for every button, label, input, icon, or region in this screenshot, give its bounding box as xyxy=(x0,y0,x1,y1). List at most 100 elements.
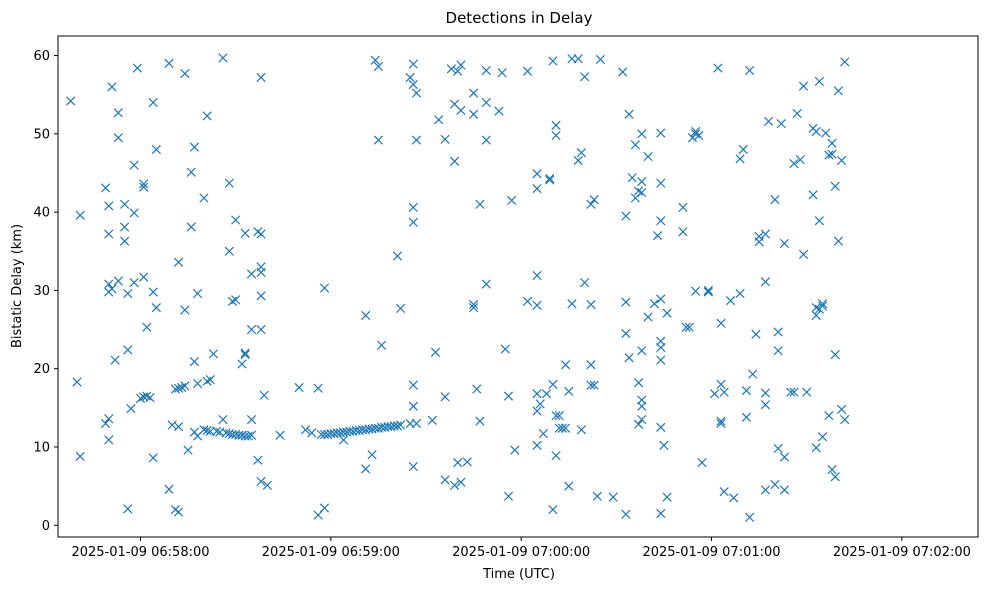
data-point xyxy=(449,156,460,166)
data-point xyxy=(656,355,666,365)
data-point xyxy=(656,294,666,304)
x-tick-label: 2025-01-09 06:59:00 xyxy=(262,545,400,560)
data-point xyxy=(294,382,304,393)
data-point xyxy=(716,416,726,426)
data-point xyxy=(405,72,415,83)
data-point xyxy=(262,480,273,490)
data-point xyxy=(186,167,196,177)
data-point xyxy=(776,119,786,129)
data-point xyxy=(129,208,139,218)
data-point xyxy=(456,477,466,487)
data-point xyxy=(392,421,403,431)
data-point xyxy=(637,129,647,139)
data-point xyxy=(532,184,542,194)
data-point xyxy=(811,310,821,321)
data-point xyxy=(227,296,238,306)
y-tick-label: 20 xyxy=(33,362,50,377)
data-point xyxy=(586,299,596,310)
data-point xyxy=(684,322,694,332)
data-point xyxy=(475,199,485,209)
data-point xyxy=(376,340,387,350)
data-point xyxy=(367,450,377,460)
data-point xyxy=(637,187,647,198)
data-point xyxy=(186,222,196,232)
data-point xyxy=(621,509,631,519)
data-point xyxy=(719,486,729,497)
data-point xyxy=(716,379,726,389)
data-point xyxy=(427,415,437,425)
data-point xyxy=(656,216,666,226)
data-point xyxy=(551,411,561,421)
data-point xyxy=(633,378,644,388)
data-point xyxy=(522,296,533,306)
data-point xyxy=(494,106,504,116)
data-point xyxy=(637,176,647,187)
data-point xyxy=(770,194,780,205)
data-point xyxy=(719,387,729,397)
data-point xyxy=(373,61,384,72)
data-point xyxy=(256,324,266,335)
data-point xyxy=(408,79,418,90)
data-point xyxy=(662,492,672,502)
data-point xyxy=(173,421,184,432)
data-point xyxy=(430,347,441,357)
data-point xyxy=(637,414,647,425)
data-point xyxy=(231,215,241,225)
data-point xyxy=(211,426,222,436)
data-point xyxy=(408,380,418,390)
x-axis-label: Time (UTC) xyxy=(482,567,555,582)
data-point xyxy=(545,175,555,185)
data-point xyxy=(840,414,850,425)
data-point xyxy=(576,148,587,158)
data-point xyxy=(694,130,704,141)
data-point xyxy=(554,411,564,421)
data-point xyxy=(678,202,688,213)
data-point xyxy=(361,464,371,474)
data-point xyxy=(231,295,241,305)
data-point xyxy=(795,155,805,165)
data-point xyxy=(503,391,514,401)
data-point xyxy=(449,480,460,490)
data-point xyxy=(827,465,837,475)
data-point xyxy=(633,419,644,429)
data-point xyxy=(202,111,212,121)
data-point xyxy=(503,491,514,501)
plot-marks xyxy=(66,53,850,523)
data-point xyxy=(713,63,723,73)
data-point xyxy=(532,389,542,399)
data-point xyxy=(779,452,790,462)
data-point xyxy=(307,428,317,438)
data-point xyxy=(395,420,406,430)
data-point xyxy=(608,492,618,502)
data-point xyxy=(811,126,821,137)
data-point xyxy=(104,414,114,424)
data-point xyxy=(824,150,834,160)
data-point xyxy=(789,158,799,169)
data-point xyxy=(573,54,583,64)
data-point xyxy=(817,432,828,442)
data-point xyxy=(548,504,558,515)
data-point xyxy=(618,67,628,77)
data-point xyxy=(440,475,450,485)
data-point xyxy=(481,65,491,76)
data-point xyxy=(786,387,796,397)
data-point xyxy=(748,369,758,379)
data-point xyxy=(481,279,491,289)
data-point xyxy=(256,72,266,83)
data-point xyxy=(814,216,825,226)
data-point xyxy=(821,128,831,138)
data-point xyxy=(180,381,190,391)
y-tick-label: 60 xyxy=(33,49,50,64)
data-point xyxy=(541,389,552,399)
data-point xyxy=(744,512,755,523)
data-point xyxy=(532,169,542,179)
data-point xyxy=(830,472,840,482)
data-point xyxy=(681,322,691,332)
data-point xyxy=(151,144,161,155)
data-point xyxy=(411,88,422,98)
data-point xyxy=(624,353,634,363)
data-point xyxy=(224,178,234,188)
data-point xyxy=(729,493,739,503)
data-point xyxy=(595,54,606,65)
data-point xyxy=(643,151,653,162)
